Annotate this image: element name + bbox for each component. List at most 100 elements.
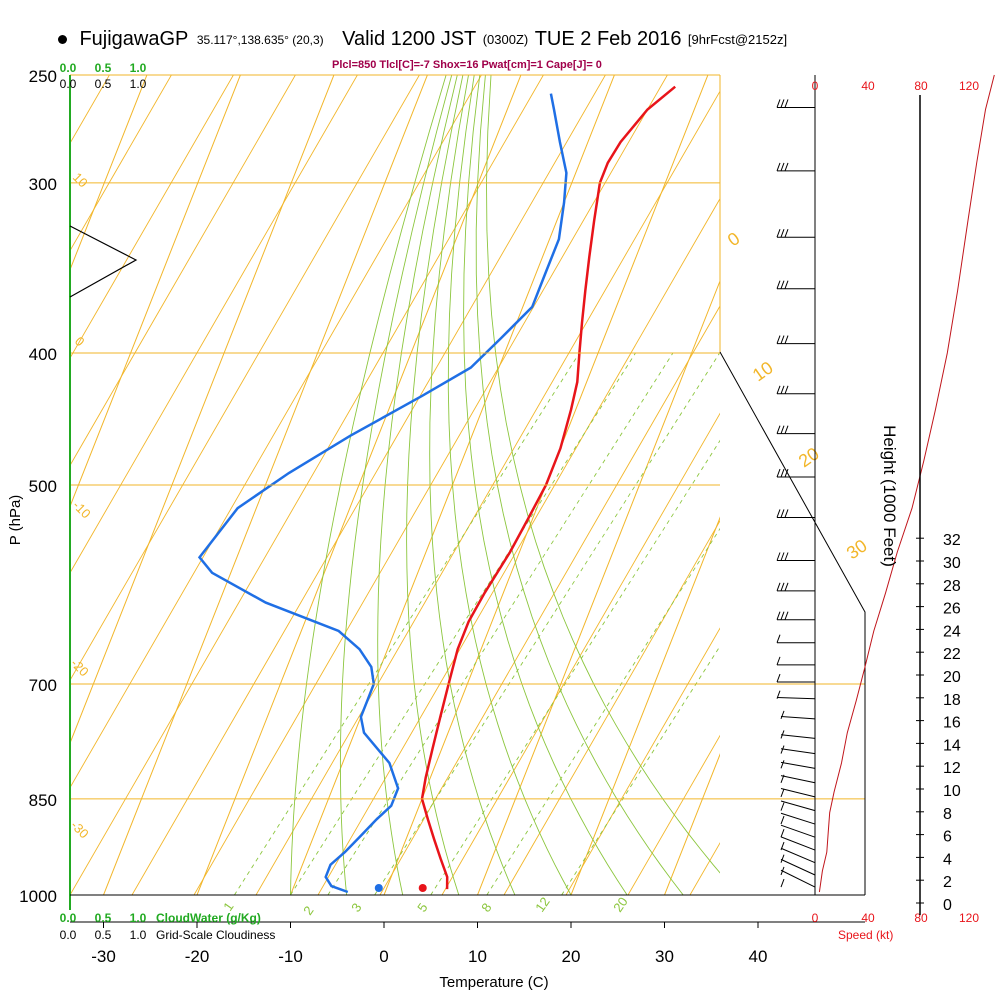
isotherm-line [570, 516, 720, 895]
mixing-ratio-label: 12 [532, 894, 553, 914]
cloud-tick-top-green: 0.5 [95, 61, 112, 75]
pressure-axis-title: P (hPa) [7, 495, 24, 546]
mixing-ratio-label: 20 [610, 894, 631, 914]
dry-adiabat-line [503, 519, 720, 895]
moist-adiabat-line [406, 75, 464, 895]
diagram-boundary [719, 351, 866, 895]
height-tick-label: 8 [943, 806, 952, 823]
mixing-ratio-line [290, 352, 636, 895]
wind-barb-flag [780, 162, 785, 172]
temp-tick-label: -30 [91, 947, 116, 966]
speed-axis-title: Speed (kt) [838, 928, 893, 942]
cloud-tick-top-green: 0.0 [60, 61, 77, 75]
wind-barb-flag [776, 468, 781, 478]
moist-adiabat-line [475, 75, 684, 895]
wind-barb-flag [784, 385, 789, 394]
cloud-tick-bottom-green: 0.5 [95, 911, 112, 925]
wind-barb-flag [780, 280, 785, 289]
temp-profile [420, 85, 676, 890]
dry-adiabat-line [0, 0, 134, 895]
moist-adiabat-line [486, 75, 720, 874]
bullet-icon [58, 35, 67, 44]
isotherm-line [0, 0, 12, 924]
header: FujigawaGP 35.117°,138.635° (20,3) Valid… [58, 28, 998, 56]
wind-barb-flag [780, 760, 785, 769]
speed-tick-bottom: 80 [914, 911, 928, 925]
forecast-info: [9hrFcst@2152z] [687, 32, 788, 47]
height-tick-label: 18 [943, 692, 961, 709]
isotherm-line [0, 0, 106, 924]
wind-barb [780, 824, 816, 838]
moist-adiabat-line [463, 75, 628, 895]
wind-barb-flag [784, 611, 789, 620]
pressure-tick-label: 500 [29, 477, 57, 496]
wind-barb-flag [780, 710, 785, 720]
cloud-tick-bottom-black: 0.0 [60, 928, 77, 942]
wind-barb-flag [776, 385, 781, 394]
height-tick-label: 20 [943, 669, 961, 686]
wind-barb [780, 869, 816, 888]
wind-barb [780, 734, 816, 739]
wind-barb-flag [784, 280, 789, 289]
wind-barb-flag [776, 690, 781, 699]
height-tick-label: 32 [943, 532, 961, 549]
speed-tick-top: 40 [861, 79, 875, 93]
wind-barb-flag [784, 162, 789, 172]
wind-barb-flag [776, 229, 781, 238]
wind-barb-flag [780, 509, 785, 518]
wind-barb-flag [784, 552, 789, 561]
dry-adiabat-line [0, 0, 10, 895]
height-tick-label: 16 [943, 715, 961, 732]
dry-adiabat-line [70, 75, 234, 359]
wind-barb-flag [780, 802, 785, 811]
wind-barb [780, 836, 816, 851]
dry-adiabat-label: -20 [68, 656, 92, 680]
cloud-profile-marker [69, 225, 138, 298]
temp-tick-label: 40 [749, 947, 768, 966]
cloud-water-label: CloudWater (g/Kg) [156, 911, 261, 925]
isotherm-line [102, 75, 428, 895]
dry-adiabat-line [70, 75, 296, 467]
pressure-tick-label: 700 [29, 676, 57, 695]
temp-tick-label: 0 [379, 947, 388, 966]
height-axis-title: Height (1000 Feet) [880, 425, 899, 567]
speed-tick-bottom: 40 [861, 911, 875, 925]
indices-line: Plcl=850 Tlcl[C]=-7 Shox=16 Pwat[cm]=1 C… [332, 59, 602, 71]
speed-tick-top: 120 [959, 79, 979, 93]
cloud-tick-bottom-green: 0.0 [60, 911, 77, 925]
wind-barb-flag [776, 611, 781, 620]
valid-time: Valid 1200 JST [342, 28, 477, 50]
height-tick-label: 24 [943, 623, 961, 640]
moist-adiabat-line [429, 75, 516, 895]
cloudiness-label: Grid-Scale Cloudiness [156, 928, 275, 942]
mixing-ratio-label: 5 [414, 900, 430, 915]
isotherm-line [196, 75, 522, 895]
wind-barb [780, 715, 816, 720]
dry-adiabat-line [70, 75, 358, 574]
cloud-tick-top-black: 0.0 [60, 77, 77, 91]
surface-dew-point [374, 884, 383, 892]
pressure-tick-label: 1000 [19, 887, 57, 906]
wind-barb-flag [784, 335, 789, 344]
mixing-ratio-line [561, 645, 720, 895]
wind-barb [780, 800, 816, 812]
dry-adiabat-line [317, 197, 720, 895]
dry-adiabat-line [379, 305, 720, 895]
wind-barb-flag [784, 582, 789, 592]
dry-adiabat-line [565, 627, 720, 895]
utc-time: (0300Z) [482, 32, 529, 47]
temp-tick-label: -20 [185, 947, 210, 966]
isotherm-line [289, 75, 615, 895]
site-name: FujigawaGP [79, 28, 189, 50]
cloud-tick-bottom-black: 0.5 [95, 928, 112, 942]
moist-adiabat-line [377, 75, 458, 895]
dry-adiabat-line [70, 75, 544, 895]
wind-barb [780, 761, 816, 769]
pressure-tick-label: 250 [29, 67, 57, 86]
height-tick-label: 30 [943, 555, 961, 572]
dry-adiabat-line [255, 90, 720, 895]
cloud-tick-top-black: 0.5 [95, 77, 112, 91]
height-tick-label: 10 [943, 783, 961, 800]
mixing-ratio-line [327, 352, 674, 895]
